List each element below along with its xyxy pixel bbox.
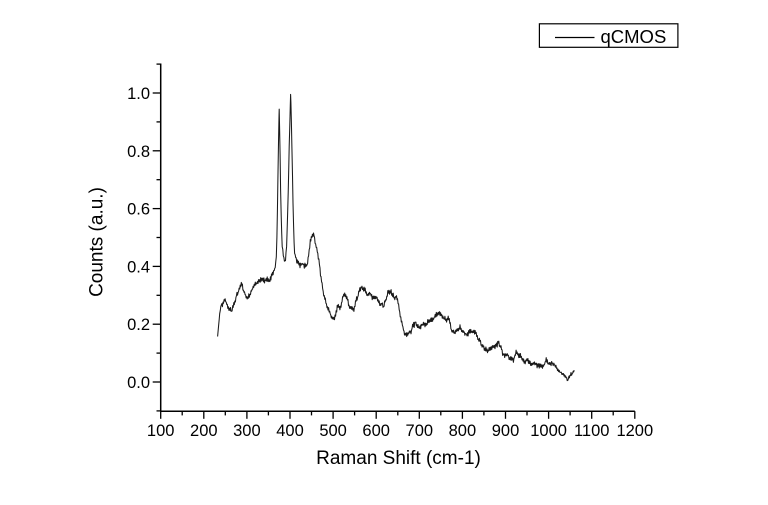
svg-text:900: 900 — [492, 422, 520, 440]
svg-text:1100: 1100 — [574, 422, 609, 440]
svg-text:600: 600 — [362, 422, 390, 440]
svg-text:300: 300 — [233, 422, 261, 440]
svg-text:1200: 1200 — [616, 422, 653, 440]
svg-text:0.6: 0.6 — [127, 201, 150, 219]
svg-text:100: 100 — [147, 422, 175, 440]
svg-text:Raman Shift (cm-1): Raman Shift (cm-1) — [316, 448, 481, 469]
svg-text:1.0: 1.0 — [127, 85, 150, 103]
svg-text:Counts (a.u.): Counts (a.u.) — [87, 187, 108, 297]
svg-text:0.8: 0.8 — [127, 143, 150, 161]
svg-text:400: 400 — [276, 422, 304, 440]
svg-text:200: 200 — [190, 422, 218, 440]
svg-text:700: 700 — [406, 422, 434, 440]
svg-text:0.2: 0.2 — [127, 316, 150, 334]
svg-text:1000: 1000 — [530, 422, 567, 440]
svg-text:0.4: 0.4 — [127, 258, 150, 276]
svg-text:qCMOS: qCMOS — [601, 26, 667, 47]
svg-text:0.0: 0.0 — [127, 374, 150, 392]
svg-text:800: 800 — [449, 422, 477, 440]
svg-text:500: 500 — [319, 422, 347, 440]
